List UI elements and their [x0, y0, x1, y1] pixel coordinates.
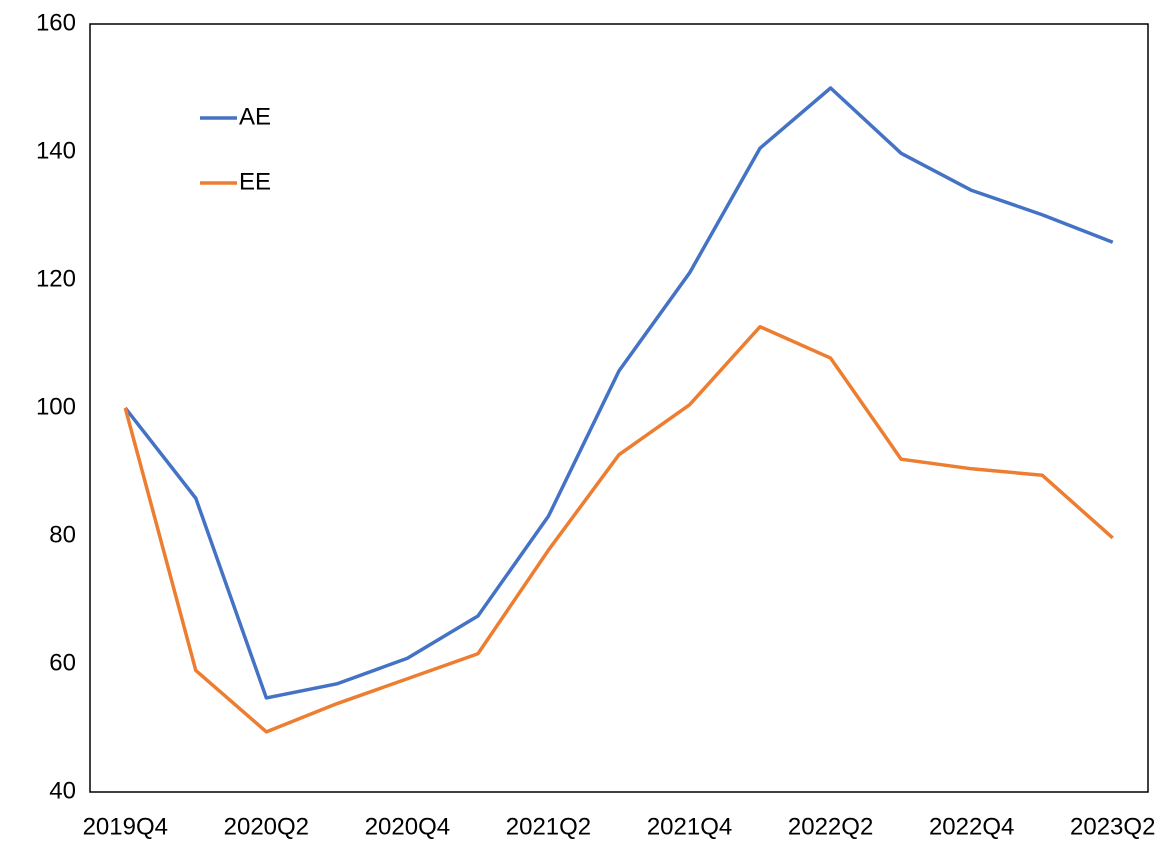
y-tick-label: 140 [36, 137, 76, 164]
y-tick-label: 100 [36, 393, 76, 420]
x-tick-label: 2021Q4 [647, 813, 732, 840]
x-tick-label: 2020Q4 [365, 813, 450, 840]
y-tick-label: 40 [49, 777, 76, 804]
x-tick-label: 2022Q2 [788, 813, 873, 840]
plot-frame [89, 23, 1149, 793]
x-tick-label: 2023Q2 [1070, 813, 1155, 840]
x-tick-label: 2022Q4 [929, 813, 1014, 840]
y-tick-label: 80 [49, 521, 76, 548]
y-tick-label: 120 [36, 265, 76, 292]
y-tick-label: 160 [36, 9, 76, 36]
legend-label: AE [239, 103, 271, 130]
series-line [123, 86, 1114, 700]
legend-label: EE [239, 168, 271, 195]
y-tick-label: 60 [49, 649, 76, 676]
x-tick-label: 2020Q2 [224, 813, 309, 840]
x-tick-label: 2021Q2 [506, 813, 591, 840]
series-line [123, 324, 1114, 734]
x-tick-label: 2019Q4 [83, 813, 168, 840]
